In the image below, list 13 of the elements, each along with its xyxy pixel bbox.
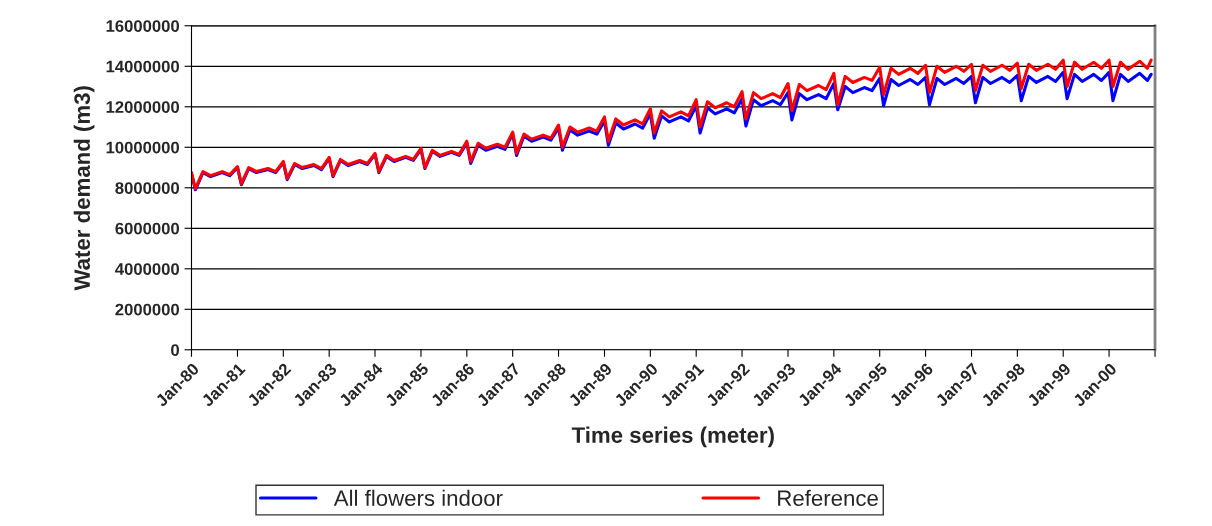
y-tick-label: 12000000 (106, 101, 180, 113)
x-axis-title: Time series (meter) (571, 426, 774, 448)
y-tick-label: 10000000 (106, 141, 180, 154)
y-tick-label: 2000000 (115, 303, 180, 316)
y-tick-label: 4000000 (115, 263, 180, 275)
y-axis-title: Water demand (m3) (73, 86, 95, 291)
legend-label: All flowers indoor (333, 489, 503, 507)
legend-label: Reference (778, 489, 878, 507)
y-tick-label: 6000000 (115, 222, 180, 235)
y-tick-label: 14000000 (106, 60, 180, 73)
y-tick-label: 0 (171, 344, 180, 356)
y-tick-label: 8000000 (115, 182, 180, 194)
y-tick-label: 16000000 (106, 20, 180, 32)
